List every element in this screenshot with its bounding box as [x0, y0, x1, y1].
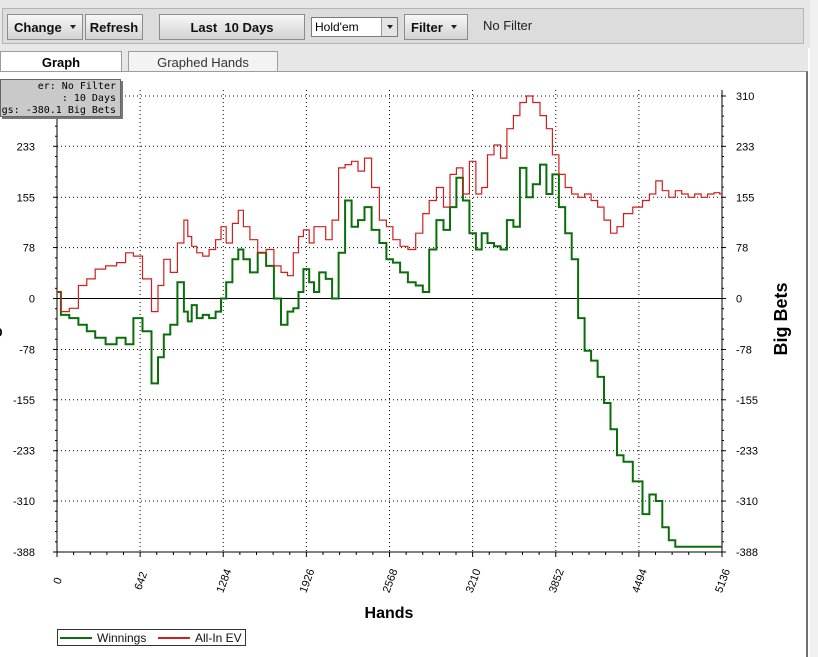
grid-lines	[57, 90, 722, 553]
filter-label: Filter	[411, 19, 443, 35]
y-tick-label-right: 78	[736, 243, 748, 255]
legend-swatch-winnings	[60, 637, 92, 639]
tab-graph[interactable]: Graph	[0, 51, 122, 72]
y-axis-title-left: Big Bets	[0, 282, 2, 355]
refresh-label: Refresh	[89, 19, 139, 35]
y-tick-label-right: 155	[736, 192, 754, 204]
tab-graph-label: Graph	[41, 54, 81, 70]
y-tick-label-right: 310	[736, 91, 754, 103]
x-tick-label: 0	[51, 576, 64, 586]
game-type-select[interactable]: Hold'em	[311, 17, 398, 37]
y-tick-label-left: 0	[29, 294, 35, 306]
y-tick-label-left: -155	[13, 395, 35, 407]
y-tick-label-left: -78	[19, 344, 35, 356]
series-lines	[57, 95, 722, 548]
x-tick-label: 4494	[630, 567, 650, 594]
filter-button[interactable]: Filter	[404, 14, 468, 40]
y-tick-label-left: -310	[13, 496, 35, 508]
window-edge	[810, 0, 818, 657]
legend-item-winnings: Winnings	[60, 631, 146, 645]
legend-label-allin-ev: All-In EV	[195, 631, 242, 645]
chevron-down-icon	[450, 25, 457, 29]
legend-label-winnings: Winnings	[97, 631, 147, 645]
x-tick-label: 3852	[547, 567, 567, 594]
x-tick-label: 2568	[381, 567, 401, 594]
x-tick-label: 5136	[713, 567, 733, 594]
y-tick-label-left: 78	[23, 243, 35, 255]
y-tick-label-right: 0	[736, 294, 742, 306]
x-tick-label: 3210	[464, 567, 484, 594]
y-axis-title-right: Big Bets	[771, 282, 791, 355]
y-tick-label-left: -233	[13, 446, 35, 458]
summary-info-box: er: No Filter : 10 Days nings: -380.1 Bi…	[0, 79, 121, 117]
series-line-allin-ev	[57, 95, 722, 313]
y-tick-label-right: 233	[736, 141, 754, 153]
y-tick-label-right: -310	[736, 496, 758, 508]
toolbar: Change Refresh Last 10 Days Hold'em Filt…	[2, 8, 804, 44]
info-filter-line: er: No Filter	[37, 81, 116, 92]
game-type-value: Hold'em	[315, 20, 359, 34]
refresh-button[interactable]: Refresh	[85, 14, 143, 40]
tab-graphed-hands-label: Graphed Hands	[157, 54, 249, 70]
info-date-line: : 10 Days	[61, 93, 116, 104]
dropdown-arrow-icon[interactable]	[381, 18, 397, 36]
date-range-button[interactable]: Last 10 Days	[159, 14, 305, 40]
change-button[interactable]: Change	[7, 14, 83, 40]
chevron-down-icon	[69, 25, 76, 29]
x-tick-label: 1284	[215, 567, 235, 594]
y-tick-label-left: 155	[17, 192, 35, 204]
legend-swatch-allin-ev	[158, 637, 190, 639]
change-label: Change	[14, 19, 62, 35]
y-tick-label-right: -155	[736, 395, 758, 407]
y-tick-label-right: -78	[736, 344, 752, 356]
date-range-label: Last 10 Days	[190, 19, 274, 35]
y-tick-label-right: -388	[736, 547, 758, 559]
y-tick-label-left: 233	[17, 141, 35, 153]
legend-item-allin-ev: All-In EV	[158, 631, 242, 645]
series-line-winnings	[57, 163, 722, 548]
tab-graphed-hands[interactable]: Graphed Hands	[128, 51, 278, 72]
y-tick-label-left: -388	[13, 547, 35, 559]
x-axis-title: Hands	[365, 605, 414, 622]
x-tick-label: 642	[133, 570, 151, 591]
tab-strip: Graph Graphed Hands	[0, 48, 808, 72]
graph-panel	[0, 71, 808, 657]
info-winnings-line: nings: -380.1 Big Bets	[1, 105, 116, 116]
y-tick-label-right: -233	[736, 446, 758, 458]
filter-status: No Filter	[483, 18, 533, 33]
chart-legend: Winnings All-In EV	[57, 629, 246, 646]
chart-axes	[53, 90, 726, 557]
x-tick-label: 1926	[298, 567, 318, 594]
